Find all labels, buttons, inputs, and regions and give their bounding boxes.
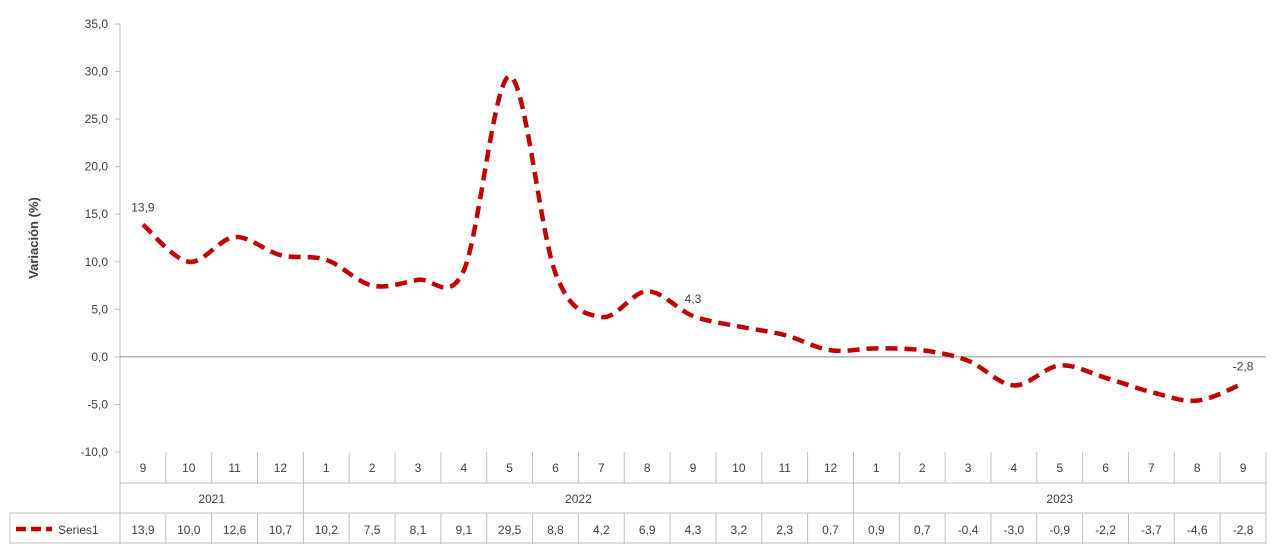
x-tick-label: 8 <box>1194 461 1201 475</box>
x-tick-label: 12 <box>274 461 288 475</box>
table-value-cell: 10,2 <box>315 523 339 537</box>
table-value-cell: 13,9 <box>131 523 155 537</box>
x-tick-label: 9 <box>1240 461 1247 475</box>
table-value-cell: 0,7 <box>914 523 931 537</box>
table-value-cell: -0,9 <box>1049 523 1070 537</box>
x-tick-label: 11 <box>778 461 791 475</box>
year-label: 2022 <box>565 492 592 506</box>
y-axis-label: Variación (%) <box>26 197 41 279</box>
y-tick-label: -10,0 <box>81 445 109 459</box>
x-tick-label: 9 <box>690 461 697 475</box>
x-tick-label: 5 <box>1056 461 1063 475</box>
table-value-cell: 4,2 <box>593 523 610 537</box>
data-label: -2,8 <box>1233 360 1254 374</box>
table-value-cell: -2,8 <box>1233 523 1254 537</box>
x-tick-label: 11 <box>228 461 241 475</box>
table-value-cell: -3,0 <box>1004 523 1025 537</box>
table-value-cell: -3,7 <box>1141 523 1162 537</box>
y-tick-label: 10,0 <box>85 255 109 269</box>
table-value-cell: -0,4 <box>958 523 979 537</box>
x-tick-label: 10 <box>182 461 196 475</box>
axes <box>119 24 1266 544</box>
table-value-cell: 8,8 <box>547 523 564 537</box>
table-value-cell: 6,9 <box>639 523 656 537</box>
table-value-cell: 12,6 <box>223 523 247 537</box>
x-tick-label: 3 <box>965 461 972 475</box>
table-value-cell: 4,3 <box>685 523 702 537</box>
series-line-series1 <box>141 74 1244 404</box>
y-tick-label: 35,0 <box>85 17 109 31</box>
data-label: 13,9 <box>131 201 155 215</box>
x-tick-label: 10 <box>732 461 746 475</box>
table-value-cell: -4,6 <box>1187 523 1208 537</box>
x-tick-label: 4 <box>1011 461 1018 475</box>
y-tick-label: 15,0 <box>85 207 109 221</box>
x-tick-label: 5 <box>506 461 513 475</box>
y-tick-label: 5,0 <box>91 302 108 316</box>
x-tick-label: 4 <box>460 461 467 475</box>
table-value-cell: 10,7 <box>269 523 293 537</box>
table-value-cell: 29,5 <box>498 523 522 537</box>
table-value-cell: 2,3 <box>776 523 793 537</box>
data-label: 4,3 <box>685 292 702 306</box>
y-tick-label: 0,0 <box>91 350 108 364</box>
year-label: 2021 <box>198 492 225 506</box>
x-tick-label: 7 <box>1148 461 1155 475</box>
table-value-cell: 8,1 <box>410 523 427 537</box>
x-tick-label: 3 <box>415 461 422 475</box>
x-tick-label: 9 <box>140 461 147 475</box>
y-tick-label: 25,0 <box>85 112 109 126</box>
table-value-cell: 9,1 <box>455 523 472 537</box>
y-tick-label: 30,0 <box>85 65 109 79</box>
table-value-cell: -2,2 <box>1095 523 1116 537</box>
series-line-layer <box>141 74 1244 404</box>
x-tick-label: 6 <box>1102 461 1109 475</box>
x-tick-label: 8 <box>644 461 651 475</box>
x-tick-label: 1 <box>873 461 880 475</box>
data-labels: 13,9 4,3 -2,8 <box>131 201 1253 374</box>
table-value-cell: 0,9 <box>868 523 885 537</box>
table-value-cell: 3,2 <box>730 523 747 537</box>
y-tick-label: -5,0 <box>87 397 108 411</box>
table-value-cell: 7,5 <box>364 523 381 537</box>
legend-label-series1: Series1 <box>58 523 99 537</box>
year-label: 2023 <box>1046 492 1073 506</box>
y-axis-ticks: -10,0 -5,0 0,0 5,0 10,0 15,0 20,0 25,0 30,0 35,0 <box>81 17 120 459</box>
x-tick-label: 7 <box>598 461 605 475</box>
x-tick-label: 6 <box>552 461 559 475</box>
x-tick-label: 1 <box>323 461 330 475</box>
table-value-cell: 0,7 <box>822 523 839 537</box>
y-tick-label: 20,0 <box>85 160 109 174</box>
x-tick-label: 2 <box>369 461 376 475</box>
x-tick-label: 2 <box>919 461 926 475</box>
table-value-cell: 10,0 <box>177 523 201 537</box>
x-tick-label: 12 <box>824 461 838 475</box>
